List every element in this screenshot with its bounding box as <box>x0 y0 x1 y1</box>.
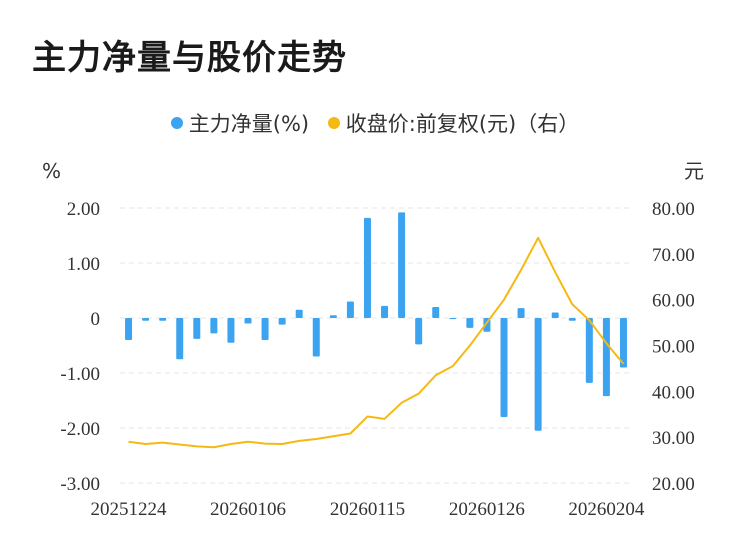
net-volume-bar <box>210 318 218 334</box>
legend-item-net-volume[interactable]: 主力净量(%) <box>170 108 310 138</box>
net-volume-bar <box>176 318 184 360</box>
right-tick-label: 30.00 <box>652 428 695 449</box>
net-volume-bar <box>602 318 610 397</box>
net-volume-bar <box>244 318 252 324</box>
net-volume-bar <box>551 312 559 318</box>
net-volume-bar <box>466 318 474 328</box>
net-volume-bar <box>159 318 167 321</box>
net-volume-bar <box>312 318 320 357</box>
x-tick-label: 20260204 <box>568 499 645 520</box>
net-volume-bar <box>142 318 150 321</box>
x-tick-label: 20251224 <box>91 499 168 520</box>
right-tick-label: 40.00 <box>652 382 695 403</box>
net-volume-bar <box>517 308 525 318</box>
net-volume-bar <box>363 217 371 318</box>
right-tick-label: 50.00 <box>652 337 695 358</box>
net-volume-bar <box>329 315 337 318</box>
right-tick-label: 60.00 <box>652 291 695 312</box>
legend-dot-net-volume <box>170 117 183 129</box>
left-tick-label: -2.00 <box>60 419 100 440</box>
chart-legend: 主力净量(%) 收盘价:前复权(元)（右） <box>0 108 750 138</box>
right-tick-label: 70.00 <box>652 245 695 266</box>
left-tick-label: 1.00 <box>67 254 100 275</box>
net-volume-bar <box>346 301 354 318</box>
right-tick-label: 20.00 <box>652 474 695 495</box>
net-volume-bar <box>432 307 440 318</box>
net-volume-bar <box>261 318 269 340</box>
legend-dot-close-price <box>327 117 340 129</box>
close-price-line <box>128 236 625 449</box>
left-tick-label: -1.00 <box>60 364 100 385</box>
net-volume-bar <box>381 305 389 318</box>
right-axis-unit: 元 <box>684 159 704 183</box>
net-volume-bar <box>534 318 542 431</box>
net-volume-bar <box>193 318 201 339</box>
net-volume-bar <box>568 318 576 321</box>
left-tick-label: 2.00 <box>67 199 100 220</box>
net-volume-bar <box>227 318 235 343</box>
legend-label-net-volume: 主力净量(%) <box>188 112 310 136</box>
net-volume-bar <box>415 318 423 345</box>
x-tick-label: 20260115 <box>330 499 405 520</box>
net-volume-bar <box>619 318 627 368</box>
left-axis-unit: % <box>42 159 61 183</box>
net-volume-bar <box>398 212 406 318</box>
net-volume-bar <box>278 318 286 325</box>
net-volume-bar <box>449 318 457 320</box>
left-tick-label: 0 <box>91 309 101 330</box>
x-tick-label: 20260126 <box>449 499 525 520</box>
net-volume-bar <box>295 309 303 318</box>
legend-label-close-price: 收盘价:前复权(元)（右） <box>345 112 580 136</box>
right-tick-label: 80.00 <box>652 199 695 220</box>
chart-title: 主力净量与股价走势 <box>32 38 347 78</box>
net-volume-bar <box>500 318 508 417</box>
net-volume-bar <box>585 318 593 383</box>
x-tick-label: 20260106 <box>210 499 286 520</box>
left-tick-label: -3.00 <box>60 474 100 495</box>
net-volume-bar <box>125 318 133 340</box>
legend-item-close-price[interactable]: 收盘价:前复权(元)（右） <box>327 108 580 138</box>
